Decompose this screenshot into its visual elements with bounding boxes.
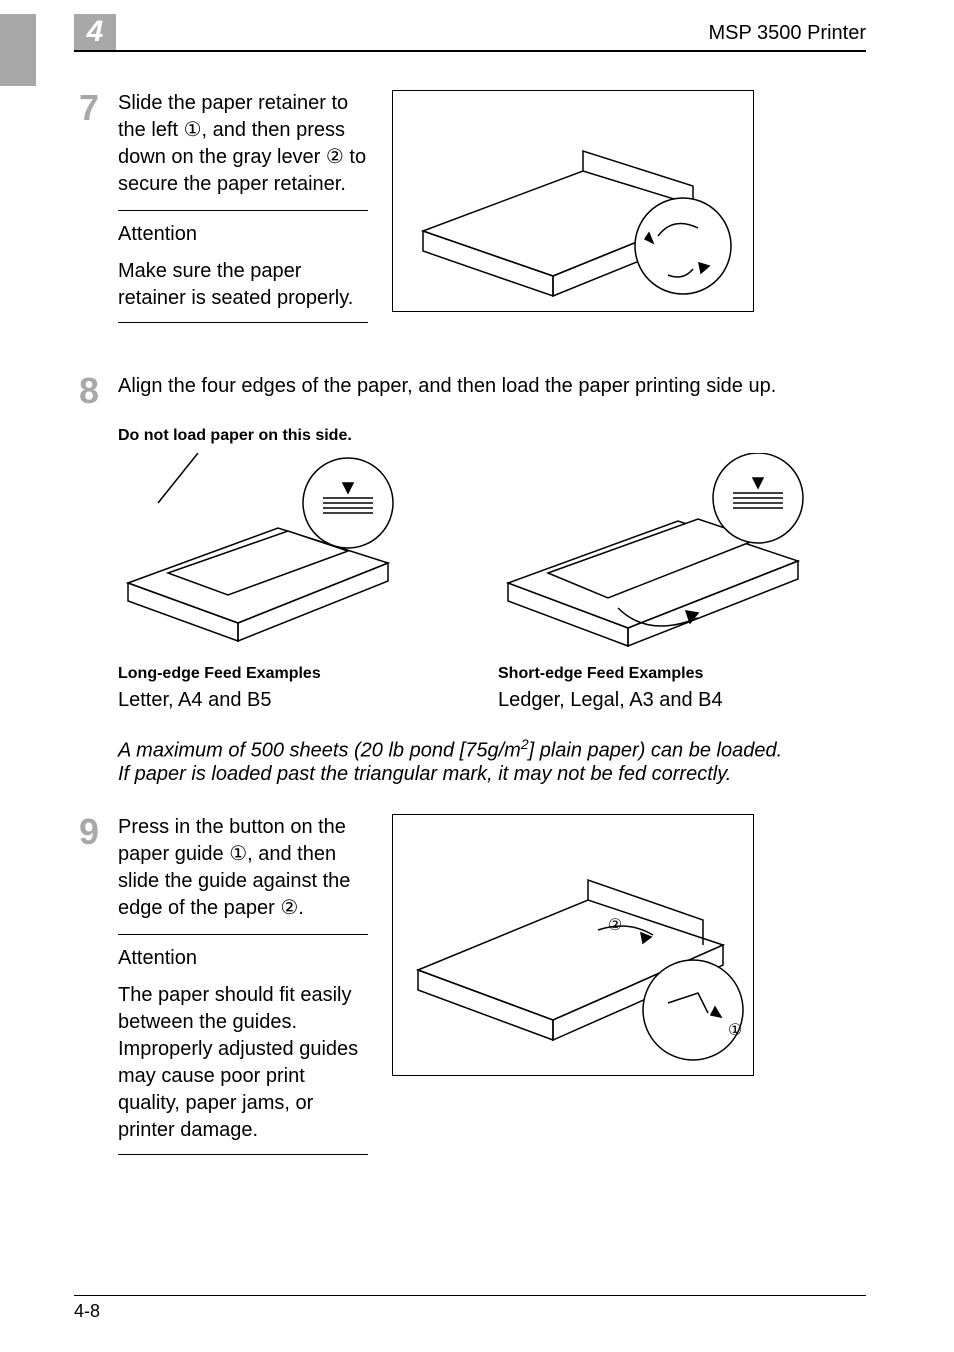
page: 4 MSP 3500 Printer 7 Slide the paper ret… <box>0 0 954 1352</box>
figure-long-edge <box>118 453 418 653</box>
step-number: 8 <box>74 373 104 409</box>
step-number: 7 <box>74 90 104 126</box>
step-number: 9 <box>74 814 104 850</box>
chapter-tab: 4 <box>74 14 116 50</box>
header-rule <box>74 50 866 52</box>
figure-step-7 <box>392 90 754 312</box>
footer-rule <box>74 1295 866 1296</box>
step-9-text: Press in the button on the paper guide ①… <box>118 814 368 922</box>
step-9-attention: Attention The paper should fit easily be… <box>118 934 368 1155</box>
long-edge-example: Long-edge Feed Examples Letter, A4 and B… <box>118 453 458 712</box>
attention-title: Attention <box>118 945 368 972</box>
step-8: 8 Align the four edges of the paper, and… <box>74 373 866 409</box>
content-area: 7 Slide the paper retainer to the left ①… <box>74 90 866 1183</box>
attention-text: Make sure the paper retainer is seated p… <box>118 258 368 312</box>
step-7-text: Slide the paper retainer to the left ①, … <box>118 90 368 198</box>
step-8-warning: Do not load paper on this side. <box>118 427 866 445</box>
step-8-note: A maximum of 500 sheets (20 lb pond [75g… <box>118 736 866 786</box>
long-edge-text: Letter, A4 and B5 <box>118 689 458 712</box>
side-tab <box>0 14 36 86</box>
step-7-attention: Attention Make sure the paper retainer i… <box>118 210 368 323</box>
svg-text:①: ① <box>728 1022 742 1039</box>
page-number: 4-8 <box>74 1301 100 1322</box>
figure-step-9: ② ① <box>392 814 754 1076</box>
feed-examples-row: Long-edge Feed Examples Letter, A4 and B… <box>118 453 866 712</box>
step-8-text: Align the four edges of the paper, and t… <box>118 373 866 400</box>
short-edge-example: Short-edge Feed Examples Ledger, Legal, … <box>498 453 838 712</box>
step-9: 9 Press in the button on the paper guide… <box>74 814 866 1165</box>
long-edge-title: Long-edge Feed Examples <box>118 665 458 683</box>
attention-text: The paper should fit easily between the … <box>118 982 368 1144</box>
header-title: MSP 3500 Printer <box>709 22 867 45</box>
short-edge-title: Short-edge Feed Examples <box>498 665 838 683</box>
figure-short-edge <box>498 453 818 653</box>
short-edge-text: Ledger, Legal, A3 and B4 <box>498 689 838 712</box>
step-7: 7 Slide the paper retainer to the left ①… <box>74 90 866 333</box>
attention-title: Attention <box>118 221 368 248</box>
